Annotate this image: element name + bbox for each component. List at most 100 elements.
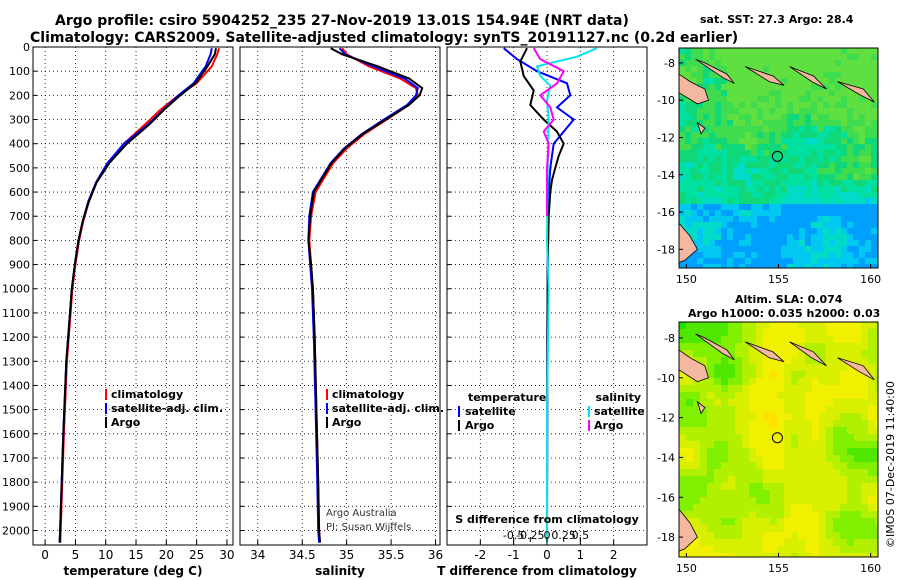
- sla-map-cell: [707, 399, 714, 406]
- sla-map-cell: [700, 483, 707, 490]
- sst-map-cell: [739, 198, 745, 204]
- sst-map-cell: [787, 54, 793, 60]
- sst-map-cell: [739, 114, 745, 120]
- sla-map-cell: [847, 399, 854, 406]
- sla-map-cell: [868, 490, 875, 497]
- sla-map-cell: [784, 455, 791, 462]
- sla-map-cell: [707, 476, 714, 483]
- sst-map-cell: [733, 258, 739, 264]
- sla-map-cell: [826, 448, 833, 455]
- sla-map-cell: [875, 546, 878, 553]
- sst-map-cell: [721, 174, 727, 180]
- sst-map-cell: [709, 120, 715, 126]
- sst-map-cell: [697, 192, 703, 198]
- sst-map-cell: [829, 210, 835, 216]
- sla-map-cell: [833, 371, 840, 378]
- sla-map-cell: [770, 546, 777, 553]
- sst-map-cell: [799, 126, 805, 132]
- sla-map-cell: [707, 357, 714, 364]
- sst-map-cell: [793, 144, 799, 150]
- sst-map-cell: [739, 72, 745, 78]
- sst-map-cell: [691, 102, 697, 108]
- sst-map-cell: [835, 240, 841, 246]
- sst-map-cell: [757, 138, 763, 144]
- sst-map-cell: [823, 72, 829, 78]
- sst-map-cell: [823, 228, 829, 234]
- sst-map-cell: [841, 54, 847, 60]
- sst-map-cell: [727, 54, 733, 60]
- sla-map-cell: [749, 483, 756, 490]
- sst-map-cell: [733, 162, 739, 168]
- sla-map-cell: [763, 455, 770, 462]
- sst-map-cell: [769, 240, 775, 246]
- sst-map-cell: [859, 132, 865, 138]
- sla-map-cell: [861, 525, 868, 532]
- sla-map-cell: [763, 469, 770, 476]
- sst-map-cell: [799, 120, 805, 126]
- sst-map-cell: [835, 156, 841, 162]
- sla-map-cell: [833, 539, 840, 546]
- sst-map-cell: [781, 54, 787, 60]
- salinity-legend-label: climatology: [332, 388, 404, 401]
- sla-map-cell: [742, 329, 749, 336]
- sla-lat-tick-label: -16: [657, 491, 675, 504]
- sla-map-cell: [707, 539, 714, 546]
- sst-map-cell: [841, 138, 847, 144]
- sst-map-cell: [685, 108, 691, 114]
- sst-map-cell: [751, 66, 757, 72]
- sst-map-cell: [739, 48, 745, 54]
- sla-map-cell: [791, 329, 798, 336]
- sst-map-cell: [811, 66, 817, 72]
- sla-map-cell: [868, 462, 875, 469]
- sla-map-cell: [756, 329, 763, 336]
- sla-map-cell: [749, 336, 756, 343]
- sla-map-cell: [798, 455, 805, 462]
- sla-map-cell: [812, 504, 819, 511]
- sst-map-cell: [805, 228, 811, 234]
- sst-map-cell: [781, 222, 787, 228]
- sst-map-cell: [823, 162, 829, 168]
- sla-map-cell: [679, 553, 686, 557]
- sst-map-cell: [715, 174, 721, 180]
- sla-map-cell: [756, 385, 763, 392]
- sla-map-cell: [812, 371, 819, 378]
- sst-map-cell: [811, 192, 817, 198]
- sst-map-cell: [751, 90, 757, 96]
- sla-map-cell: [805, 469, 812, 476]
- sst-map-cell: [727, 132, 733, 138]
- sla-map-cell: [791, 448, 798, 455]
- sla-map-cell: [791, 476, 798, 483]
- sst-map-cell: [757, 96, 763, 102]
- sst-map-cell: [775, 168, 781, 174]
- sla-map-cell: [833, 476, 840, 483]
- sla-map-cell: [700, 504, 707, 511]
- sst-map-cell: [715, 72, 721, 78]
- sst-map-cell: [757, 126, 763, 132]
- sst-map-cell: [811, 114, 817, 120]
- sla-map-cell: [784, 539, 791, 546]
- sst-map-cell: [865, 222, 871, 228]
- sst-map-cell: [775, 84, 781, 90]
- sla-map-cell: [742, 462, 749, 469]
- sst-map-cell: [805, 168, 811, 174]
- sst-map-cell: [709, 234, 715, 240]
- sst-map-cell: [715, 48, 721, 54]
- sst-map-cell: [703, 108, 709, 114]
- sst-map-cell: [865, 246, 871, 252]
- sst-map-cell: [841, 90, 847, 96]
- sla-map-cell: [714, 427, 721, 434]
- sst-map-cell: [733, 126, 739, 132]
- sst-map-cell: [679, 126, 685, 132]
- salinity-annotation-line1: Argo Australia: [326, 508, 397, 519]
- sst-map-cell: [781, 162, 787, 168]
- sla-map-cell: [700, 539, 707, 546]
- sla-map-cell: [679, 322, 686, 329]
- sla-map-cell: [679, 336, 686, 343]
- sst-map-cell: [709, 90, 715, 96]
- sla-map-cell: [777, 364, 784, 371]
- sst-map-cell: [763, 174, 769, 180]
- sst-map-cell: [763, 54, 769, 60]
- sst-map-cell: [727, 138, 733, 144]
- sst-map-cell: [841, 150, 847, 156]
- sst-map-cell: [685, 168, 691, 174]
